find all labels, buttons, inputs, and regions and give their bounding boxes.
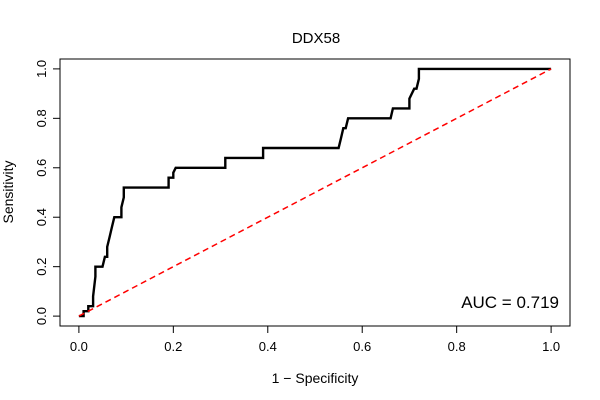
y-tick-label: 0.4: [34, 208, 49, 226]
y-tick-label: 0.2: [34, 258, 49, 276]
series-layer: [78, 67, 552, 318]
y-tick-label: 0.0: [34, 307, 49, 325]
x-axis: 0.0 0.2 0.4 0.6 0.8 1.0: [70, 325, 560, 354]
y-tick-label: 1.0: [34, 60, 49, 78]
auc-annotation: AUC = 0.719: [461, 293, 559, 312]
x-tick-label: 0.4: [259, 339, 277, 354]
x-tick-label: 1.0: [542, 339, 560, 354]
x-tick-label: 0.6: [353, 339, 371, 354]
x-tick-label: 0.8: [448, 339, 466, 354]
roc-curve: [78, 67, 552, 318]
diagonal-reference-line: [78, 68, 552, 317]
x-tick-label: 0.0: [70, 339, 88, 354]
x-axis-label: 1 − Specificity: [272, 370, 359, 386]
x-tick-label: 0.2: [164, 339, 182, 354]
y-tick-label: 0.6: [34, 159, 49, 177]
y-tick-label: 0.8: [34, 109, 49, 127]
chart-title: DDX58: [292, 30, 340, 47]
y-axis: 0.0 0.2 0.4 0.6 0.8 1.0: [34, 60, 61, 325]
y-axis-label: Sensitivity: [0, 160, 16, 223]
